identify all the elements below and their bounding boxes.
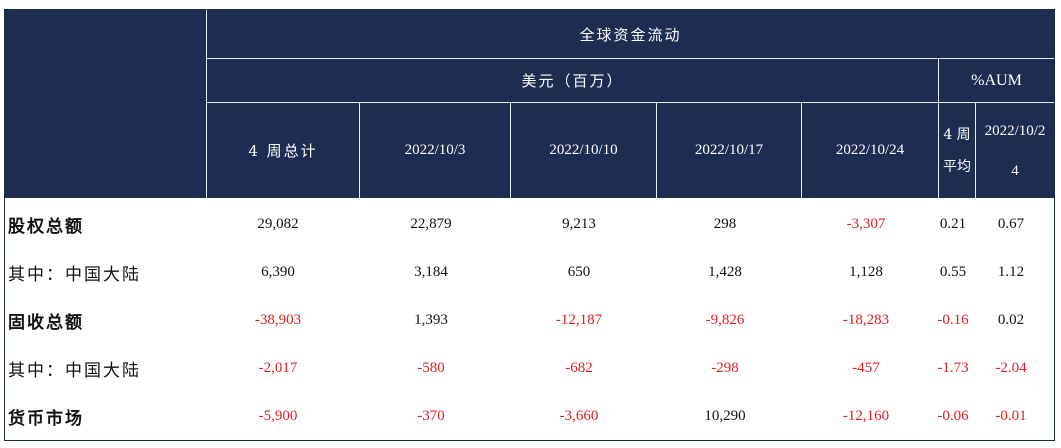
col-header-date-4: 2022/10/24 bbox=[835, 142, 905, 158]
table-cell: 650 bbox=[567, 263, 591, 280]
table-cell: -0.16 bbox=[937, 311, 969, 328]
table-cell: -0.01 bbox=[995, 407, 1027, 424]
header-divider bbox=[206, 58, 1054, 59]
row-label: 货币市场 bbox=[8, 408, 84, 429]
table-cell: 1.12 bbox=[997, 263, 1025, 280]
header-usd-label: 美元（百万） bbox=[521, 72, 624, 90]
col-header-last-week: 2022/10/2 4 bbox=[976, 103, 1054, 198]
table-cell: -18,283 bbox=[842, 311, 890, 328]
table-cell: -457 bbox=[852, 359, 880, 376]
table-row: 其中：中国大陆 6,390 3,184 650 1,428 1,128 0.55 1.12 bbox=[5, 248, 1054, 296]
table-cell: 1,128 bbox=[849, 263, 883, 280]
header-aum-label: %AUM bbox=[971, 71, 1022, 89]
table-cell: 298 bbox=[713, 215, 737, 232]
table-cell: 9,213 bbox=[562, 215, 596, 232]
last-line-1: 2022/10/2 bbox=[984, 122, 1046, 139]
table-cell: -12,160 bbox=[842, 407, 890, 424]
last-line-2: 4 bbox=[1011, 162, 1019, 179]
table-cell: -682 bbox=[565, 359, 593, 376]
table-row: 货币市场 -5,900 -370 -3,660 10,290 -12,160 -0.06 -0… bbox=[5, 392, 1054, 440]
row-label: 股权总额 bbox=[8, 216, 84, 237]
table-cell: -2,017 bbox=[258, 359, 298, 376]
header-divider bbox=[359, 102, 360, 198]
header-divider bbox=[801, 102, 802, 198]
table-cell: 10,290 bbox=[704, 407, 746, 424]
avg-line-1: 4 周 bbox=[943, 126, 971, 143]
col-header-date-1: 2022/10/3 bbox=[404, 142, 466, 158]
table-cell: -12,187 bbox=[555, 311, 603, 328]
col-header-4wk-avg: 4 周 平均 bbox=[939, 103, 975, 198]
table-row: 其中：中国大陆 -2,017 -580 -682 -298 -457 -1.73 -2.04 bbox=[5, 344, 1054, 392]
avg-line-2: 平均 bbox=[943, 158, 971, 175]
table-cell: -370 bbox=[417, 407, 445, 424]
header-divider bbox=[206, 10, 207, 198]
table-cell: 6,390 bbox=[261, 263, 295, 280]
table-cell: -580 bbox=[417, 359, 445, 376]
header-divider bbox=[975, 102, 976, 198]
table-cell: -3,307 bbox=[846, 215, 886, 232]
header-divider bbox=[656, 102, 657, 198]
fund-flow-table: 全球资金流动 美元（百万） %AUM 4 周总计 2022/10/3 2022/… bbox=[4, 9, 1055, 441]
table-cell: 0.02 bbox=[997, 311, 1025, 328]
table-cell: 22,879 bbox=[410, 215, 452, 232]
table-cell: -0.06 bbox=[937, 407, 969, 424]
table-cell: -9,826 bbox=[705, 311, 745, 328]
col-header-date-2: 2022/10/10 bbox=[549, 142, 618, 158]
table-cell: -2.04 bbox=[995, 359, 1027, 376]
table-cell: -1.73 bbox=[937, 359, 969, 376]
table-cell: 29,082 bbox=[257, 215, 299, 232]
header-divider bbox=[510, 102, 511, 198]
table-row: 固收总额 -38,903 1,393 -12,187 -9,826 -18,283 -0.1… bbox=[5, 296, 1054, 344]
row-label: 其中：中国大陆 bbox=[8, 264, 141, 285]
col-header-date-3: 2022/10/17 bbox=[694, 142, 764, 158]
table-cell: -38,903 bbox=[254, 311, 302, 328]
table-cell: 0.67 bbox=[997, 215, 1025, 232]
col-header-4wk-total: 4 周总计 bbox=[248, 142, 318, 160]
table-cell: 1,428 bbox=[708, 263, 742, 280]
row-label: 其中：中国大陆 bbox=[8, 360, 141, 381]
table-cell: 3,184 bbox=[414, 263, 448, 280]
header-divider bbox=[206, 102, 1054, 103]
table-cell: 1,393 bbox=[414, 311, 448, 328]
header-divider bbox=[938, 58, 939, 198]
table-cell: -298 bbox=[711, 359, 739, 376]
table-cell: 0.55 bbox=[939, 263, 967, 280]
table-header: 全球资金流动 美元（百万） %AUM 4 周总计 2022/10/3 2022/… bbox=[5, 10, 1054, 198]
table-cell: 0.21 bbox=[939, 215, 967, 232]
table-cell: -3,660 bbox=[559, 407, 599, 424]
header-title: 全球资金流动 bbox=[579, 25, 682, 44]
table-cell: -5,900 bbox=[258, 407, 298, 424]
row-label: 固收总额 bbox=[8, 312, 84, 333]
table-row: 股权总额 29,082 22,879 9,213 298 -3,307 0.21 0.67 bbox=[5, 200, 1054, 248]
